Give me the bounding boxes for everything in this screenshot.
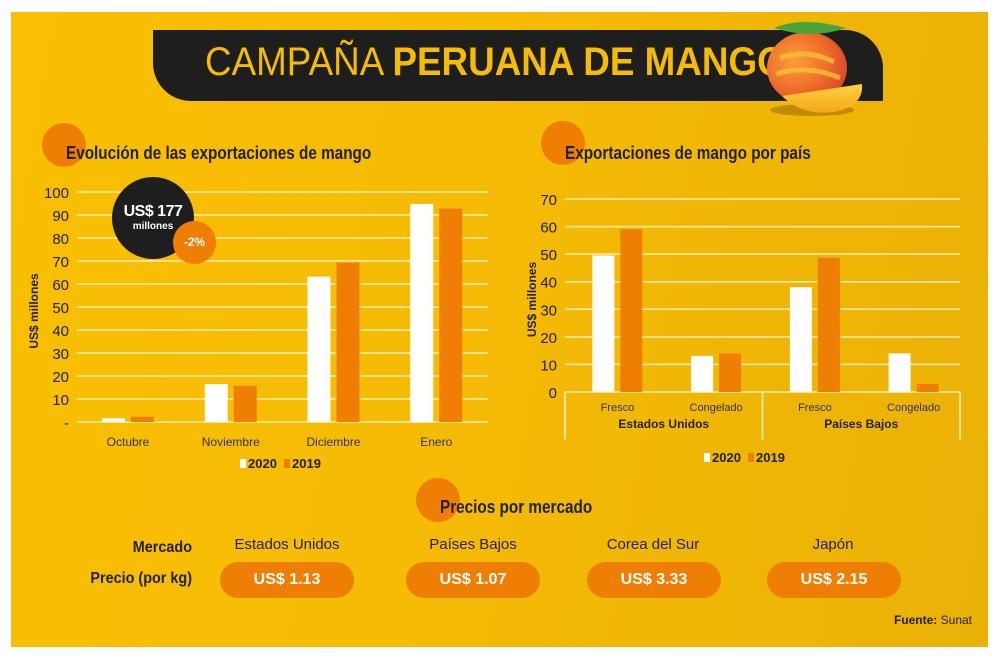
- highlight-change: -2%: [183, 235, 206, 249]
- price-row-label: Precio (por kg): [90, 570, 192, 587]
- exports-evolution-chart: - 10 20 30 40 50 60 70 80 90 100 US$ millones Octubr…: [27, 185, 488, 471]
- bar-2020-noviembre: [204, 384, 228, 422]
- legend-label-2020: 2020: [248, 456, 277, 471]
- y-axis-label: US$ millones: [27, 273, 41, 349]
- x-tick-label: Noviembre: [202, 435, 260, 449]
- source-note: Fuente: Sunat: [894, 613, 972, 627]
- x-tick-label: Diciembre: [306, 435, 360, 449]
- legend-swatch-2019: [284, 459, 290, 468]
- highlight-total: US$ 177: [123, 203, 183, 220]
- source-value: Sunat: [940, 613, 972, 627]
- price-badge: US$ 2.15: [767, 562, 901, 598]
- bar-2020-enero: [410, 203, 434, 422]
- bar-2019-diciembre: [336, 262, 360, 422]
- price-badge: US$ 1.13: [220, 562, 354, 598]
- y-tick-label: 100: [44, 185, 69, 202]
- y-tick-label: 50: [52, 300, 69, 317]
- title-bold: PERUANA DE MANGO: [392, 40, 786, 84]
- prices-title: Precios por mercado: [440, 497, 593, 517]
- bar-2019-octubre: [131, 416, 154, 422]
- mango-slice: [782, 84, 863, 113]
- market-name: Japón: [812, 536, 854, 553]
- mango-icon: [767, 22, 863, 116]
- y-tick-label: 60: [52, 277, 69, 294]
- y-tick-label: 90: [52, 208, 69, 225]
- y-tick-label: -: [64, 415, 69, 432]
- x-tick-label: Enero: [420, 435, 452, 449]
- mango-leaf: [774, 22, 846, 34]
- x-tick-label: Octubre: [107, 435, 150, 449]
- highlight-change-circle: [173, 221, 216, 264]
- y-tick-label: 70: [52, 254, 69, 271]
- legend-label-2019: 2019: [292, 456, 321, 471]
- market-name: Estados Unidos: [234, 536, 340, 553]
- title-bar: [153, 30, 883, 101]
- price-badge: US$ 1.07: [406, 562, 540, 598]
- market-row-label: Mercado: [132, 539, 192, 556]
- section-bullet: [416, 478, 460, 522]
- market-name: Corea del Sur: [606, 536, 700, 553]
- chart2-title: Exportaciones de mango por país: [565, 143, 811, 163]
- bar-2019-noviembre: [233, 385, 257, 422]
- page-title: CAMPAÑA PERUANA DE MANGO: [205, 40, 786, 85]
- legend-swatch-2020: [240, 459, 246, 468]
- chart1-title: Evolución de las exportaciones de mango: [66, 143, 372, 163]
- section-bullet: [541, 121, 585, 165]
- source-label: Fuente:: [893, 613, 938, 627]
- bar-2019-enero: [439, 208, 463, 422]
- highlight-unit: millones: [132, 221, 174, 232]
- y-tick-label: 20: [52, 369, 69, 386]
- y-tick-label: 40: [52, 323, 69, 340]
- y-tick-label: 80: [52, 231, 69, 248]
- bar-2020-diciembre: [307, 276, 331, 422]
- bar-2020-octubre: [102, 418, 125, 422]
- y-tick-label: 30: [52, 346, 69, 363]
- section-bullet: [42, 123, 86, 167]
- market-name: Países Bajos: [429, 536, 517, 553]
- price-badge: US$ 3.33: [587, 562, 721, 598]
- title-light: CAMPAÑA: [205, 40, 383, 84]
- y-tick-label: 10: [52, 392, 69, 409]
